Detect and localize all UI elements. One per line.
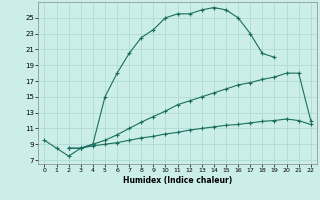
X-axis label: Humidex (Indice chaleur): Humidex (Indice chaleur) [123,176,232,185]
